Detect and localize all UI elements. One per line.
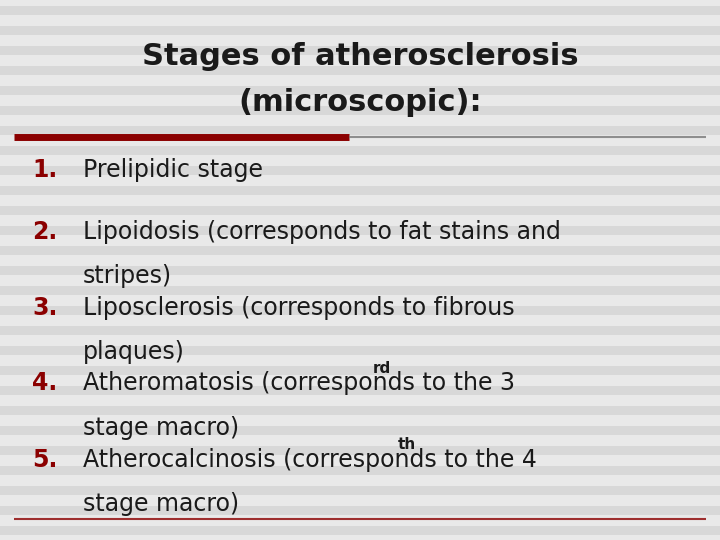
Text: Liposclerosis (corresponds to fibrous: Liposclerosis (corresponds to fibrous (83, 296, 514, 320)
Text: stage macro): stage macro) (83, 416, 239, 440)
Text: Lipoidosis (corresponds to fat stains and: Lipoidosis (corresponds to fat stains an… (83, 220, 561, 244)
Text: Prelipidic stage: Prelipidic stage (83, 158, 263, 182)
Text: 5.: 5. (32, 448, 58, 472)
Text: stripes): stripes) (83, 264, 172, 288)
Text: 4.: 4. (32, 372, 58, 395)
Text: 2.: 2. (32, 220, 58, 244)
Text: plaques): plaques) (83, 340, 184, 364)
Text: stage macro): stage macro) (83, 492, 239, 516)
Text: Atherocalcinosis (corresponds to the 4: Atherocalcinosis (corresponds to the 4 (83, 448, 536, 472)
Text: 3.: 3. (32, 296, 58, 320)
Text: 1.: 1. (32, 158, 58, 182)
Text: Stages of atherosclerosis: Stages of atherosclerosis (142, 42, 578, 71)
Text: th: th (397, 437, 415, 453)
Text: rd: rd (373, 361, 391, 376)
Text: Atheromatosis (corresponds to the 3: Atheromatosis (corresponds to the 3 (83, 372, 515, 395)
Text: (microscopic):: (microscopic): (238, 88, 482, 117)
